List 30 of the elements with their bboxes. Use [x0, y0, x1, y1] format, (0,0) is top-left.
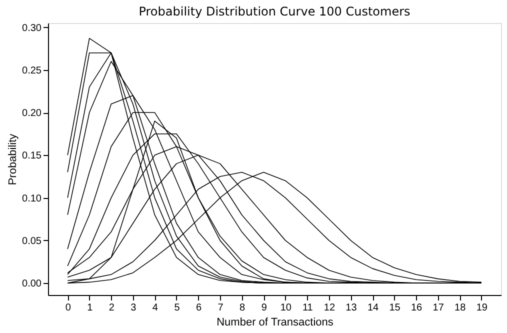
x-tick-label: 9	[261, 302, 268, 314]
x-tick-label: 4	[152, 302, 158, 314]
x-tick-label: 18	[454, 302, 466, 314]
chart-title: Probability Distribution Curve 100 Customers	[138, 4, 410, 18]
y-tick-label: 0.15	[22, 150, 42, 162]
x-tick-label: 7	[218, 302, 224, 314]
y-tick-label: 0.20	[22, 108, 42, 120]
y-tick-label: 0.25	[22, 65, 42, 76]
x-tick-label: 6	[196, 302, 202, 314]
x-tick-label: 15	[389, 302, 401, 314]
x-tick-label: 19	[476, 302, 488, 314]
x-tick-label: 10	[280, 302, 292, 314]
x-tick-label: 0	[65, 302, 72, 314]
x-tick-label: 14	[367, 302, 380, 314]
x-tick-label: 11	[302, 302, 314, 314]
x-tick-label: 8	[240, 302, 246, 314]
x-axis-title: Number of Transactions	[216, 316, 334, 328]
x-tick-label: 16	[411, 302, 423, 314]
y-axis-title: Probability	[7, 133, 20, 186]
y-tick-label: 0.00	[22, 278, 42, 290]
x-tick-label: 3	[130, 302, 137, 314]
y-tick-label: 0.30	[22, 22, 42, 34]
y-tick-label: 0.10	[22, 193, 42, 204]
x-tick-label: 2	[108, 302, 115, 314]
y-tick-label: 0.05	[22, 236, 42, 247]
x-tick-label: 13	[346, 302, 358, 314]
x-tick-label: 12	[324, 302, 336, 314]
x-tick-label: 5	[174, 302, 180, 314]
x-tick-label: 17	[432, 302, 444, 314]
x-tick-label: 1	[87, 302, 94, 314]
